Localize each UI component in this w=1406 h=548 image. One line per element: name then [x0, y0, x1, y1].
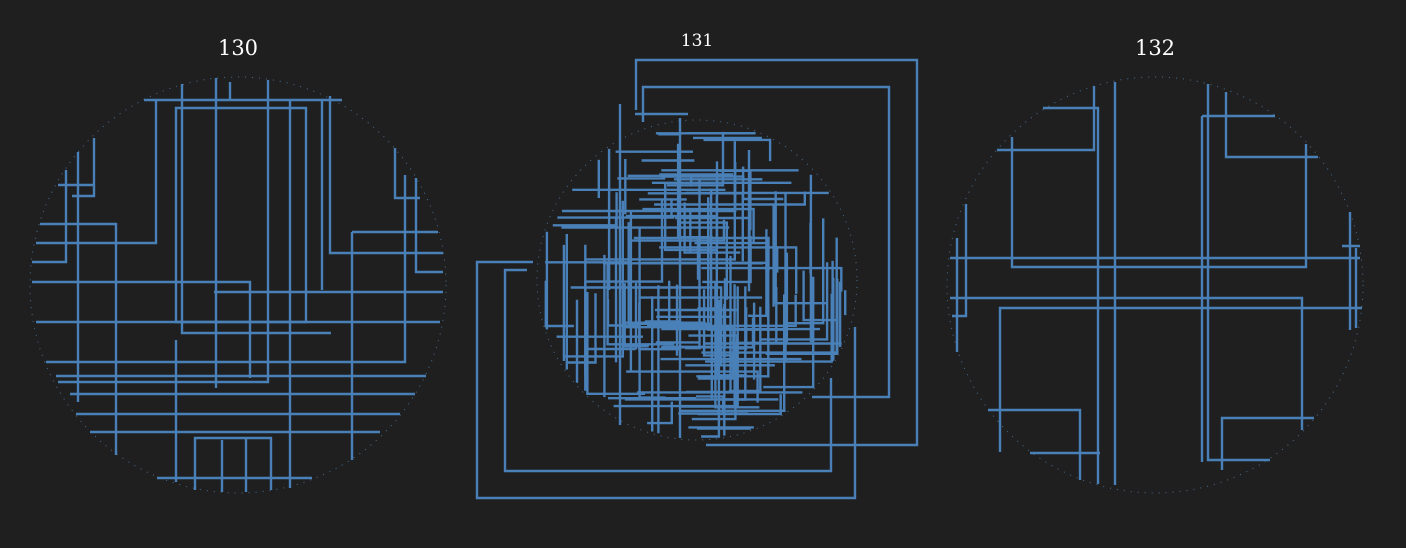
diagram-label: 130	[218, 36, 258, 60]
maze-line	[701, 299, 721, 438]
maze-line	[997, 86, 1096, 152]
maze-line	[702, 236, 752, 284]
maze-line	[627, 174, 693, 187]
maze-line	[641, 85, 891, 399]
maze-line	[998, 306, 1362, 452]
maze-line	[174, 106, 308, 324]
maze-line	[586, 292, 645, 395]
maze-line	[606, 299, 640, 327]
maze-line	[58, 80, 270, 384]
maze-line	[719, 169, 752, 231]
maze-line	[765, 237, 838, 355]
maze-line	[328, 96, 443, 255]
maze-line	[1043, 106, 1100, 484]
maze-line	[786, 218, 825, 325]
maze-line	[72, 138, 96, 198]
maze-line	[729, 252, 789, 344]
maze-line	[46, 175, 407, 364]
boundary-circle	[29, 76, 447, 494]
maze-line	[1224, 92, 1318, 159]
maze-line	[393, 148, 420, 200]
diagram-label: 131	[681, 31, 713, 51]
diagram-131: 131	[475, 31, 919, 500]
maze-line	[642, 207, 755, 244]
maze-line	[697, 356, 735, 380]
maze-line	[634, 58, 919, 447]
maze-line	[761, 262, 829, 341]
maze-line	[660, 317, 755, 349]
maze-line	[659, 246, 798, 294]
maze-line	[180, 84, 331, 335]
maze-line	[32, 170, 68, 264]
maze-line	[585, 198, 664, 283]
maze-line	[802, 270, 837, 322]
maze-line	[647, 401, 673, 425]
maze-line	[679, 221, 728, 300]
maze-line	[475, 260, 857, 500]
boundary-circle	[536, 119, 858, 441]
maze-line	[563, 200, 624, 358]
maze-line	[666, 131, 725, 187]
maze-line	[763, 276, 815, 389]
maze-line	[1220, 416, 1314, 470]
maze-line	[567, 293, 597, 364]
maze-lines	[475, 58, 919, 500]
diagram-label: 132	[1135, 36, 1175, 60]
maze-line	[696, 395, 725, 415]
maze-line	[1206, 84, 1270, 462]
maze-line	[728, 306, 762, 393]
maze-line	[701, 266, 843, 292]
maze-line	[193, 436, 273, 490]
maze-line	[950, 296, 1304, 430]
maze-line	[638, 302, 681, 351]
maze-line	[32, 280, 252, 378]
maze-line	[703, 138, 772, 162]
maze-line	[606, 261, 675, 346]
maze-line	[713, 294, 797, 327]
boundary-circle	[946, 76, 1364, 494]
maze-lines	[950, 82, 1362, 485]
maze-line	[40, 222, 118, 455]
diagram-132: 132	[946, 36, 1364, 494]
maze-line	[36, 100, 158, 245]
maze-line	[552, 192, 618, 227]
maze-line	[654, 191, 806, 206]
maze-line	[414, 178, 443, 274]
maze-line	[1010, 137, 1308, 269]
maze-line	[647, 192, 744, 262]
maze-line	[988, 408, 1082, 480]
maze-line	[570, 286, 723, 367]
maze-line	[627, 222, 700, 325]
dense-maze-lines	[544, 131, 847, 438]
maze-lines	[32, 78, 443, 492]
maze-line	[702, 289, 728, 357]
maze-line	[544, 280, 574, 328]
maze-line	[676, 143, 713, 239]
maze-line	[503, 268, 833, 473]
diagram-130: 130	[29, 36, 447, 494]
